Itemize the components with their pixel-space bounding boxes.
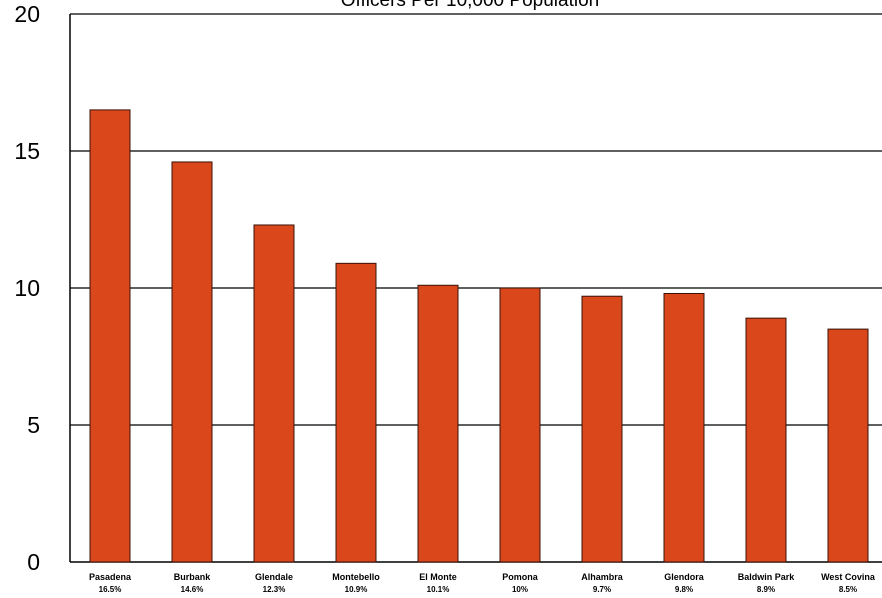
x-tick-sublabel: 8.9%: [757, 585, 775, 594]
bar-glendora: [663, 292, 705, 563]
x-tick-sublabel: 14.6%: [181, 585, 204, 594]
y-tick-labels: 0 5 10 15 20: [14, 1, 40, 575]
x-tick-sublabel: 12.3%: [263, 585, 286, 594]
y-tick-label: 5: [27, 412, 40, 438]
x-tick-sublabel: 10.9%: [345, 585, 368, 594]
x-tick-label: Alhambra: [581, 572, 624, 582]
bar-el-monte: [417, 284, 459, 563]
bar-glendale: [253, 224, 295, 563]
x-tick-sublabel: 10.1%: [427, 585, 450, 594]
bar-alhambra: [581, 295, 623, 563]
x-tick-label: Glendora: [664, 572, 705, 582]
x-tick-label: Montebello: [332, 572, 380, 582]
bars: [89, 109, 869, 563]
bar-montebello: [335, 262, 377, 563]
x-tick-sublabel: 8.5%: [839, 585, 857, 594]
x-tick-label: El Monte: [419, 572, 457, 582]
bar-pomona: [499, 287, 541, 563]
chart-title: Officers Per 10,000 Population: [341, 0, 599, 11]
x-tick-label: Glendale: [255, 572, 293, 582]
x-tick-sublabel: 10%: [512, 585, 528, 594]
x-tick-sublabel: 9.7%: [593, 585, 611, 594]
x-tick-sublabel: 16.5%: [99, 585, 122, 594]
y-tick-label: 20: [14, 1, 40, 27]
y-tick-label: 0: [27, 549, 40, 575]
bar-west-covina: [827, 328, 869, 563]
bar-burbank: [171, 161, 213, 563]
bar-pasadena: [89, 109, 131, 563]
x-tick-label: Pomona: [502, 572, 538, 582]
x-tick-label: West Covina: [821, 572, 876, 582]
x-tick-label: Pasadena: [89, 572, 132, 582]
x-tick-label: Burbank: [174, 572, 212, 582]
x-tick-sublabel: 9.8%: [675, 585, 693, 594]
y-tick-label: 15: [14, 138, 40, 164]
y-tick-label: 10: [14, 275, 40, 301]
bar-baldwin-park: [745, 317, 787, 563]
x-tick-labels: Pasadena 16.5% Burbank 14.6% Glendale 12.3% Mo…: [89, 572, 876, 594]
x-tick-label: Baldwin Park: [738, 572, 796, 582]
